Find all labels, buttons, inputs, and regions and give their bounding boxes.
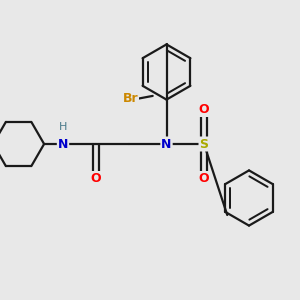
Text: N: N	[161, 137, 172, 151]
Text: S: S	[200, 137, 208, 151]
Text: N: N	[58, 137, 68, 151]
Text: O: O	[91, 172, 101, 185]
Text: H: H	[59, 122, 67, 133]
Text: O: O	[199, 103, 209, 116]
Text: O: O	[199, 172, 209, 185]
Text: Br: Br	[122, 92, 138, 105]
